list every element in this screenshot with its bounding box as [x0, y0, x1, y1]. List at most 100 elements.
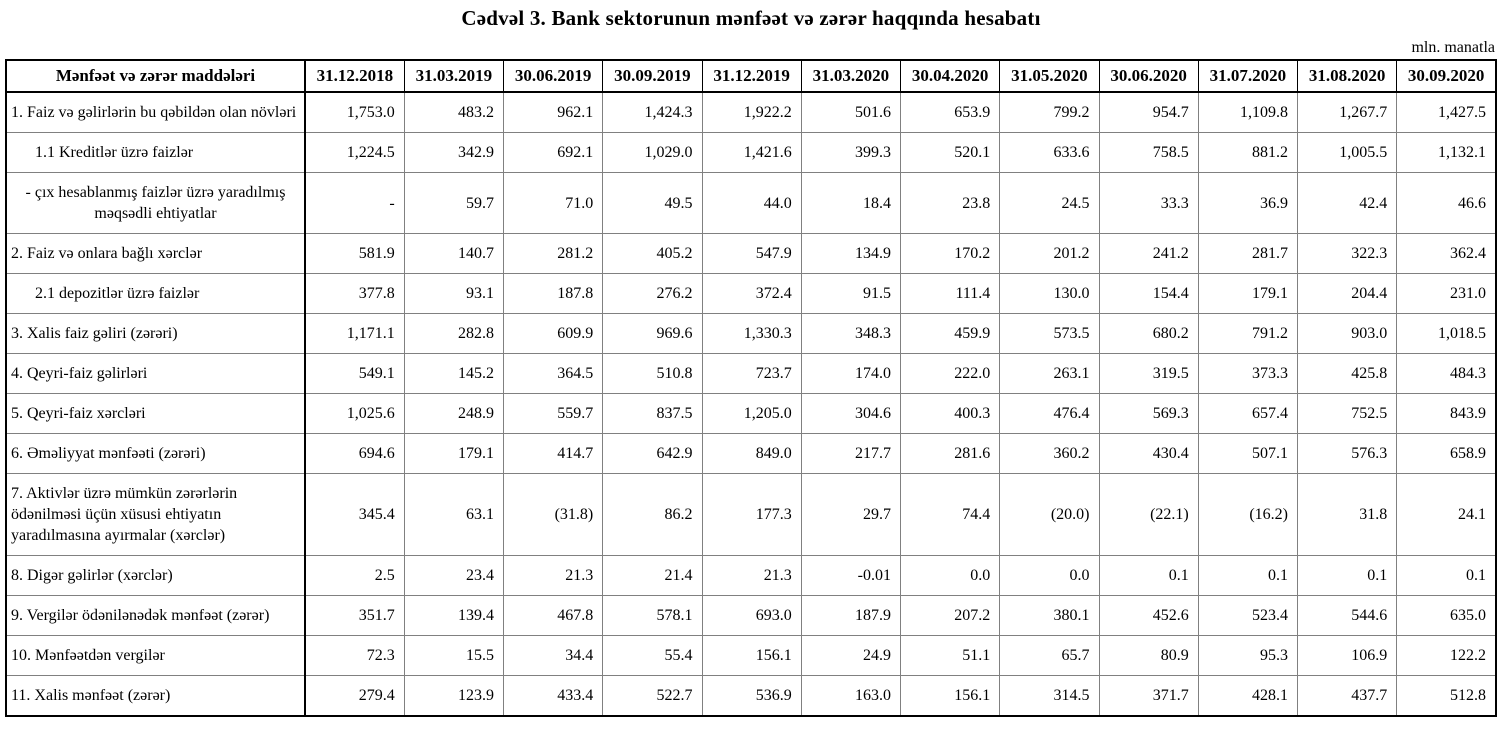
- value-cell: 80.9: [1098, 635, 1199, 676]
- table-row: 8. Digər gəlirlər (xərclər) 2.5 23.4 21.3 21…: [5, 555, 1498, 596]
- table-row: 4. Qeyri-faiz gəlirləri 549.1 145.2 364.5 51…: [5, 353, 1498, 394]
- value-cell: 547.9: [701, 233, 802, 274]
- value-cell: 501.6: [800, 91, 902, 133]
- value-cell: 263.1: [999, 353, 1100, 394]
- value-cell: 207.2: [899, 595, 1001, 636]
- value-cell: 1,424.3: [602, 91, 703, 133]
- value-cell: 29.7: [800, 473, 902, 556]
- row-label: - çıx hesablanmış faizlər üzrə yaradılmı…: [5, 172, 306, 234]
- value-cell: 49.5: [602, 172, 703, 234]
- unit-label: mln. manatla: [1411, 39, 1495, 56]
- value-cell: 0.0: [999, 555, 1100, 596]
- value-cell: 414.7: [502, 433, 604, 474]
- table-body: 1. Faiz və gəlirlərin bu qəbildən olan n…: [5, 91, 1498, 717]
- value-cell: 23.8: [899, 172, 1001, 234]
- value-cell: 134.9: [800, 233, 902, 274]
- row-label: 5. Qeyri-faiz xərcləri: [5, 393, 306, 434]
- value-cell: 23.4: [403, 555, 505, 596]
- row-label: 11. Xalis mənfəət (zərər): [5, 675, 306, 717]
- value-cell: 512.8: [1396, 675, 1498, 717]
- value-cell: 281.2: [502, 233, 604, 274]
- value-cell: 484.3: [1396, 353, 1498, 394]
- table-row: 5. Qeyri-faiz xərcləri 1,025.6 248.9 559.7 8…: [5, 393, 1498, 434]
- value-cell: 1,018.5: [1396, 313, 1498, 354]
- value-cell: 425.8: [1296, 353, 1398, 394]
- value-cell: 42.4: [1296, 172, 1398, 234]
- value-cell: 373.3: [1197, 353, 1299, 394]
- value-cell: 536.9: [701, 675, 802, 717]
- value-cell: 122.2: [1396, 635, 1498, 676]
- value-cell: 0.0: [899, 555, 1001, 596]
- value-cell: 304.6: [800, 393, 902, 434]
- value-cell: 693.0: [701, 595, 802, 636]
- value-cell: 635.0: [1396, 595, 1498, 636]
- value-cell: 837.5: [602, 393, 703, 434]
- value-cell: 177.3: [701, 473, 802, 556]
- value-cell: 59.7: [403, 172, 505, 234]
- value-cell: 36.9: [1197, 172, 1299, 234]
- value-cell: (16.2): [1197, 473, 1299, 556]
- value-cell: 154.4: [1098, 273, 1199, 314]
- value-cell: 21.3: [701, 555, 802, 596]
- table-row: 1.1 Kreditlər üzrə faizlər 1,224.5 342.9 69…: [5, 132, 1498, 173]
- value-cell: 24.5: [999, 172, 1100, 234]
- header-row: Mənfəət və zərər maddələri 31.12.2018 31.0…: [5, 59, 1497, 93]
- value-cell: 46.6: [1396, 172, 1498, 234]
- value-cell: 452.6: [1098, 595, 1199, 636]
- value-cell: 319.5: [1098, 353, 1199, 394]
- value-cell: 1,171.1: [304, 313, 405, 354]
- value-cell: 459.9: [899, 313, 1001, 354]
- value-cell: 21.4: [602, 555, 703, 596]
- value-cell: 222.0: [899, 353, 1001, 394]
- value-cell: 55.4: [602, 635, 703, 676]
- value-cell: 1,132.1: [1396, 132, 1498, 173]
- value-cell: 322.3: [1296, 233, 1398, 274]
- value-cell: 657.4: [1197, 393, 1299, 434]
- value-cell: 437.7: [1296, 675, 1398, 717]
- value-cell: 799.2: [999, 91, 1100, 133]
- value-cell: 430.4: [1098, 433, 1199, 474]
- value-cell: 522.7: [602, 675, 703, 717]
- date-column-header: 30.04.2020: [899, 59, 1001, 93]
- value-cell: 576.3: [1296, 433, 1398, 474]
- value-cell: 400.3: [899, 393, 1001, 434]
- table-row: 2. Faiz və onlara bağlı xərclər 581.9 140.…: [5, 233, 1498, 274]
- table-row: 9. Vergilər ödənilənədək mənfəət (zərər)…: [5, 595, 1498, 636]
- value-cell: 680.2: [1098, 313, 1199, 354]
- value-cell: 123.9: [403, 675, 505, 717]
- value-cell: 544.6: [1296, 595, 1398, 636]
- value-cell: 204.4: [1296, 273, 1398, 314]
- table-header: Mənfəət və zərər maddələri 31.12.2018 31.0…: [5, 59, 1497, 93]
- value-cell: 170.2: [899, 233, 1001, 274]
- date-column-header: 31.03.2019: [403, 59, 505, 93]
- value-cell: 111.4: [899, 273, 1001, 314]
- value-cell: 1,025.6: [304, 393, 405, 434]
- value-cell: 140.7: [403, 233, 505, 274]
- value-cell: 145.2: [403, 353, 505, 394]
- value-cell: 609.9: [502, 313, 604, 354]
- value-cell: 581.9: [304, 233, 405, 274]
- table-row: 6. Əməliyyat mənfəəti (zərəri) 694.6 179.1…: [5, 433, 1498, 474]
- value-cell: 1,922.2: [701, 91, 802, 133]
- value-cell: 217.7: [800, 433, 902, 474]
- value-cell: 692.1: [502, 132, 604, 173]
- value-cell: 559.7: [502, 393, 604, 434]
- row-label: 10. Mənfəətdən vergilər: [5, 635, 306, 676]
- value-cell: 18.4: [800, 172, 902, 234]
- value-cell: 881.2: [1197, 132, 1299, 173]
- table-row: - çıx hesablanmış faizlər üzrə yaradılmı…: [5, 172, 1498, 234]
- value-cell: 44.0: [701, 172, 802, 234]
- value-cell: 248.9: [403, 393, 505, 434]
- table-row: 11. Xalis mənfəət (zərər) 279.4 123.9 433.4…: [5, 675, 1498, 717]
- value-cell: 179.1: [403, 433, 505, 474]
- value-cell: 130.0: [999, 273, 1100, 314]
- value-cell: (20.0): [999, 473, 1100, 556]
- value-cell: 187.9: [800, 595, 902, 636]
- date-column-header: 31.07.2020: [1197, 59, 1299, 93]
- value-cell: 156.1: [899, 675, 1001, 717]
- row-label: 3. Xalis faiz gəliri (zərəri): [5, 313, 306, 354]
- value-cell: 360.2: [999, 433, 1100, 474]
- value-cell: 139.4: [403, 595, 505, 636]
- value-cell: 405.2: [602, 233, 703, 274]
- date-column-header: 30.09.2020: [1396, 59, 1497, 93]
